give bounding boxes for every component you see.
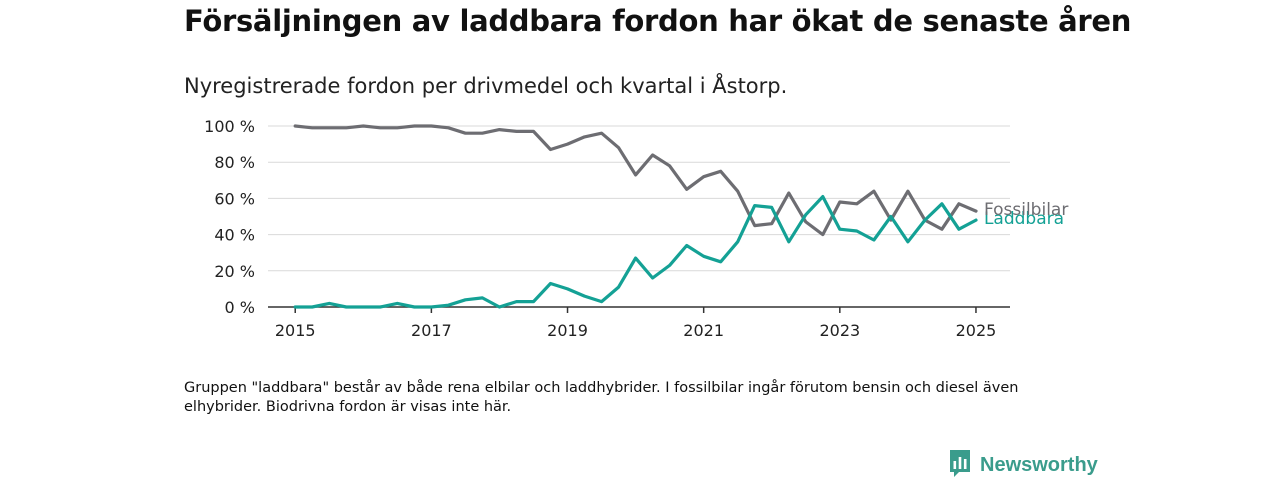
x-tick-label: 2021 [683,321,724,340]
x-tick-label: 2025 [956,321,997,340]
series-line-laddbara [293,195,978,309]
brand-logo[interactable]: Newsworthy [948,450,1098,480]
line-chart: 0 % 20 % 40 % 60 % 80 % 100 % 2015 2017 2019 2021… [204,117,1068,340]
axes: 0 % 20 % 40 % 60 % 80 % 100 % 2015 2017 2019 2021… [204,117,1010,340]
brand-name: Newsworthy [980,453,1098,476]
y-tick-label: 20 % [214,262,255,281]
y-tick-label: 100 % [204,117,255,136]
series-label-fossilbilar: Fossilbilar [984,200,1068,220]
y-tick-label: 40 % [214,226,255,245]
y-tick-label: 60 % [214,189,255,208]
footnote: Gruppen "laddbara" består av både rena e… [184,380,1019,415]
gridlines [268,125,1010,272]
newsworthy-logo-icon [948,448,972,482]
chart-subtitle: Nyregistrerade fordon per drivmedel och … [184,74,788,98]
series-lines [293,124,978,309]
y-tick-label: 0 % [225,298,255,317]
series-label-laddbara: Laddbara [984,209,1064,229]
y-tick-label: 80 % [214,153,255,172]
x-tick-label: 2015 [275,321,316,340]
x-tick-label: 2017 [411,321,452,340]
chart-title: Försäljningen av laddbara fordon har öka… [184,4,1132,38]
series-line-fossilbilar [293,124,978,237]
x-tick-label: 2023 [819,321,860,340]
x-tick-label: 2019 [547,321,588,340]
